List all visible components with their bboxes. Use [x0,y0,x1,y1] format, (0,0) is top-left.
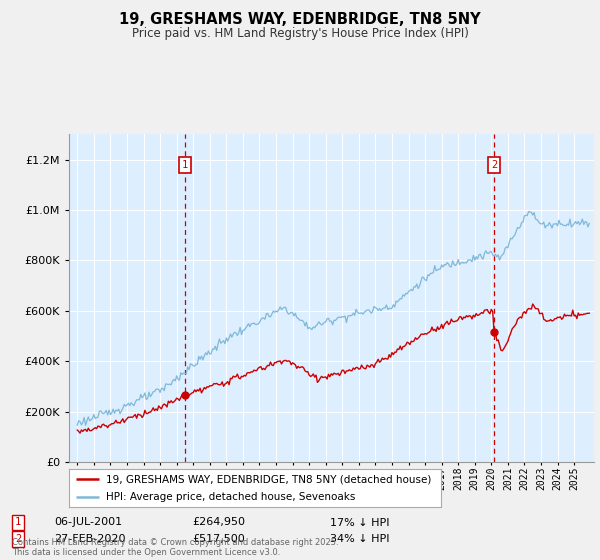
Text: 27-FEB-2020: 27-FEB-2020 [54,534,125,544]
Text: 17% ↓ HPI: 17% ↓ HPI [330,517,389,528]
Text: 1: 1 [15,517,21,528]
Text: £264,950: £264,950 [192,517,245,528]
Text: 06-JUL-2001: 06-JUL-2001 [54,517,122,528]
Text: Contains HM Land Registry data © Crown copyright and database right 2025.
This d: Contains HM Land Registry data © Crown c… [12,538,338,557]
Text: HPI: Average price, detached house, Sevenoaks: HPI: Average price, detached house, Seve… [106,492,356,502]
Text: 19, GRESHAMS WAY, EDENBRIDGE, TN8 5NY (detached house): 19, GRESHAMS WAY, EDENBRIDGE, TN8 5NY (d… [106,474,431,484]
Text: £517,500: £517,500 [192,534,245,544]
Text: 19, GRESHAMS WAY, EDENBRIDGE, TN8 5NY: 19, GRESHAMS WAY, EDENBRIDGE, TN8 5NY [119,12,481,27]
Text: 2: 2 [15,534,21,544]
Text: 1: 1 [182,160,188,170]
Text: 34% ↓ HPI: 34% ↓ HPI [330,534,389,544]
Text: 2: 2 [491,160,497,170]
Text: Price paid vs. HM Land Registry's House Price Index (HPI): Price paid vs. HM Land Registry's House … [131,27,469,40]
